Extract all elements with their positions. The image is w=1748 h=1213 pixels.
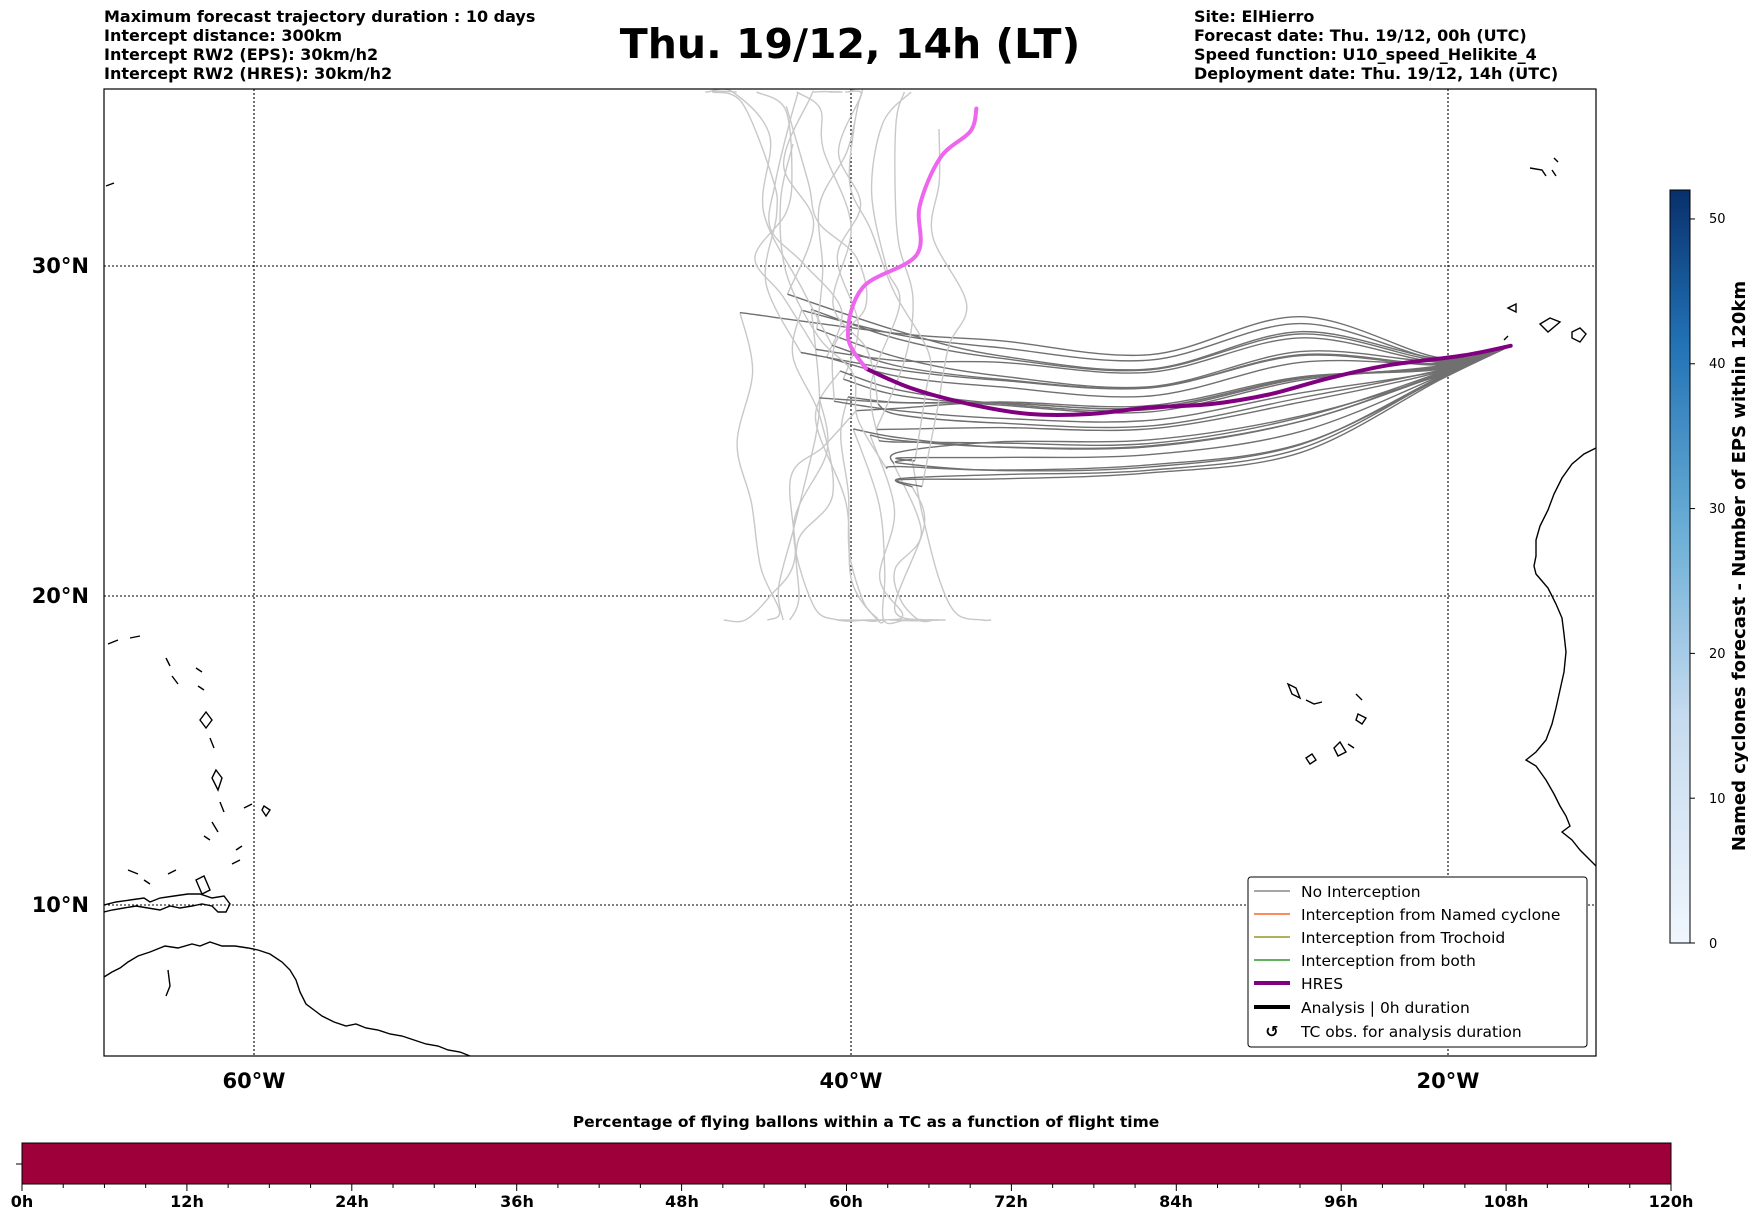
colorbar-tick-label: 0: [1709, 937, 1717, 952]
eps-trajectory-late: [875, 91, 914, 430]
eps-trajectory-late: [705, 89, 833, 346]
lat-tick-label: 10°N: [32, 893, 89, 917]
coastline-africa: [1524, 447, 1596, 867]
info-line: Speed function: U10_speed_Helikite_4: [1194, 45, 1537, 64]
coastline-bermuda: [105, 182, 115, 187]
colorbar-label: Named cyclones forecast - Number of EPS …: [1729, 281, 1748, 851]
eps-trajectory-late: [768, 91, 843, 358]
eps-trajectory-late: [816, 90, 862, 330]
time-bar: Percentage of flying ballons within a TC…: [11, 1113, 1694, 1211]
eps-trajectory: [876, 345, 1511, 432]
coastline-caribbean-islands: [107, 635, 271, 997]
coastline-cape-verde: [1286, 682, 1368, 765]
info-line: Site: ElHierro: [1194, 7, 1315, 26]
time-tick-label: 84h: [1159, 1192, 1193, 1211]
coastline-venezuela: [104, 893, 231, 913]
eps-trajectory-late: [836, 89, 863, 380]
colorbar-tick-label: 10: [1709, 792, 1726, 807]
eps-trajectory-late: [736, 312, 781, 621]
eps-trajectory: [895, 345, 1511, 462]
time-bar-fill: [21, 1142, 1672, 1185]
time-tick-label: 24h: [335, 1192, 369, 1211]
lat-tick-label: 30°N: [32, 254, 89, 278]
eps-trajectory: [889, 345, 1511, 465]
time-tick-label: 60h: [829, 1192, 863, 1211]
hres-trajectory: [863, 343, 1513, 418]
legend-label: Analysis | 0h duration: [1301, 999, 1470, 1017]
time-tick-label: 0h: [11, 1192, 34, 1211]
lat-tick-label: 20°N: [32, 584, 89, 608]
colorbar-tick-label: 40: [1709, 357, 1726, 372]
legend-label: TC obs. for analysis duration: [1300, 1023, 1522, 1041]
lon-tick-label: 40°W: [820, 1069, 883, 1093]
coastlines: [104, 157, 1596, 1056]
lon-tick-label: 60°W: [223, 1069, 286, 1093]
eps-trajectory-late: [889, 486, 946, 622]
legend-label: Interception from Trochoid: [1301, 929, 1505, 947]
run-info-right: Site: ElHierro Forecast date: Thu. 19/12…: [1194, 7, 1558, 83]
colorbar: 0 10 20 30 40 50 Named cyclones forecast…: [1669, 189, 1748, 952]
eps-trajectory-late: [796, 91, 879, 405]
lat-axis: 30°N 20°N 10°N: [32, 254, 89, 917]
eps-trajectory-late: [785, 106, 868, 402]
hres-trajectory-late: [845, 106, 979, 371]
eps-trajectory: [739, 311, 1511, 360]
run-info-left: Maximum forecast trajectory duration : 1…: [104, 7, 535, 83]
eps-trajectory-late: [836, 434, 904, 622]
info-line: Intercept RW2 (EPS): 30km/h2: [104, 45, 379, 64]
legend: No Interception Interception from Named …: [1247, 876, 1588, 1048]
colorbar-ticks: [1690, 218, 1695, 944]
eps-trajectory-late: [711, 90, 802, 353]
legend-label: HRES: [1301, 975, 1343, 993]
colorbar-gradient: [1669, 189, 1691, 944]
eps-trajectory-late: [754, 91, 817, 350]
eps-trajectory-late: [779, 143, 887, 469]
lon-axis: 60°W 40°W 20°W: [223, 1069, 1480, 1093]
eps-trajectory-late: [921, 128, 968, 487]
eps-trajectory: [885, 345, 1511, 471]
info-line: Intercept RW2 (HRES): 30km/h2: [104, 64, 393, 83]
info-line: Intercept distance: 300km: [104, 26, 343, 45]
time-tick-label: 48h: [665, 1192, 699, 1211]
coastline-south-america: [104, 941, 471, 1056]
info-line: Deployment date: Thu. 19/12, 14h (UTC): [1194, 64, 1559, 83]
legend-label: Interception from Named cyclone: [1301, 906, 1560, 924]
info-line: Forecast date: Thu. 19/12, 00h (UTC): [1194, 26, 1527, 45]
info-line: Maximum forecast trajectory duration : 1…: [104, 7, 536, 26]
eps-trajectory-late: [723, 410, 857, 623]
time-tick-label: 12h: [170, 1192, 204, 1211]
colorbar-tick-label: 20: [1709, 647, 1726, 662]
coastline-azores: [1529, 157, 1559, 177]
eps-trajectory: [800, 345, 1511, 390]
trajectory-layer: [705, 89, 1513, 625]
eps-trajectory: [853, 345, 1511, 450]
eps-trajectory-late: [911, 459, 992, 622]
eps-trajectory: [843, 345, 1511, 414]
time-tick-label: 36h: [500, 1192, 534, 1211]
time-tick-label: 108h: [1484, 1192, 1529, 1211]
time-bar-ticks: [21, 1184, 1672, 1191]
colorbar-tick-label: 30: [1709, 502, 1726, 517]
eps-trajectory-late: [869, 91, 912, 441]
eps-trajectory: [896, 345, 1512, 488]
eps-trajectory-late: [782, 90, 843, 295]
legend-box: [1247, 876, 1588, 1048]
eps-trajectory: [801, 309, 1511, 362]
tc-symbol-icon: ↺: [1265, 1022, 1278, 1041]
coastline-canary-islands: [1503, 302, 1587, 343]
time-tick-label: 72h: [994, 1192, 1028, 1211]
colorbar-tick-label: 50: [1709, 212, 1726, 227]
time-tick-label: 96h: [1324, 1192, 1358, 1211]
map-frame: [103, 88, 1597, 1057]
lon-tick-label: 20°W: [1417, 1069, 1480, 1093]
eps-trajectory: [834, 345, 1511, 423]
eps-trajectory: [894, 345, 1511, 472]
chart-title: Thu. 19/12, 14h (LT): [619, 20, 1081, 68]
time-tick-label: 120h: [1649, 1192, 1694, 1211]
legend-label: No Interception: [1301, 883, 1421, 901]
legend-label: Interception from both: [1301, 952, 1476, 970]
time-bar-title: Percentage of flying ballons within a TC…: [573, 1113, 1160, 1131]
eps-trajectory-late: [789, 310, 835, 621]
